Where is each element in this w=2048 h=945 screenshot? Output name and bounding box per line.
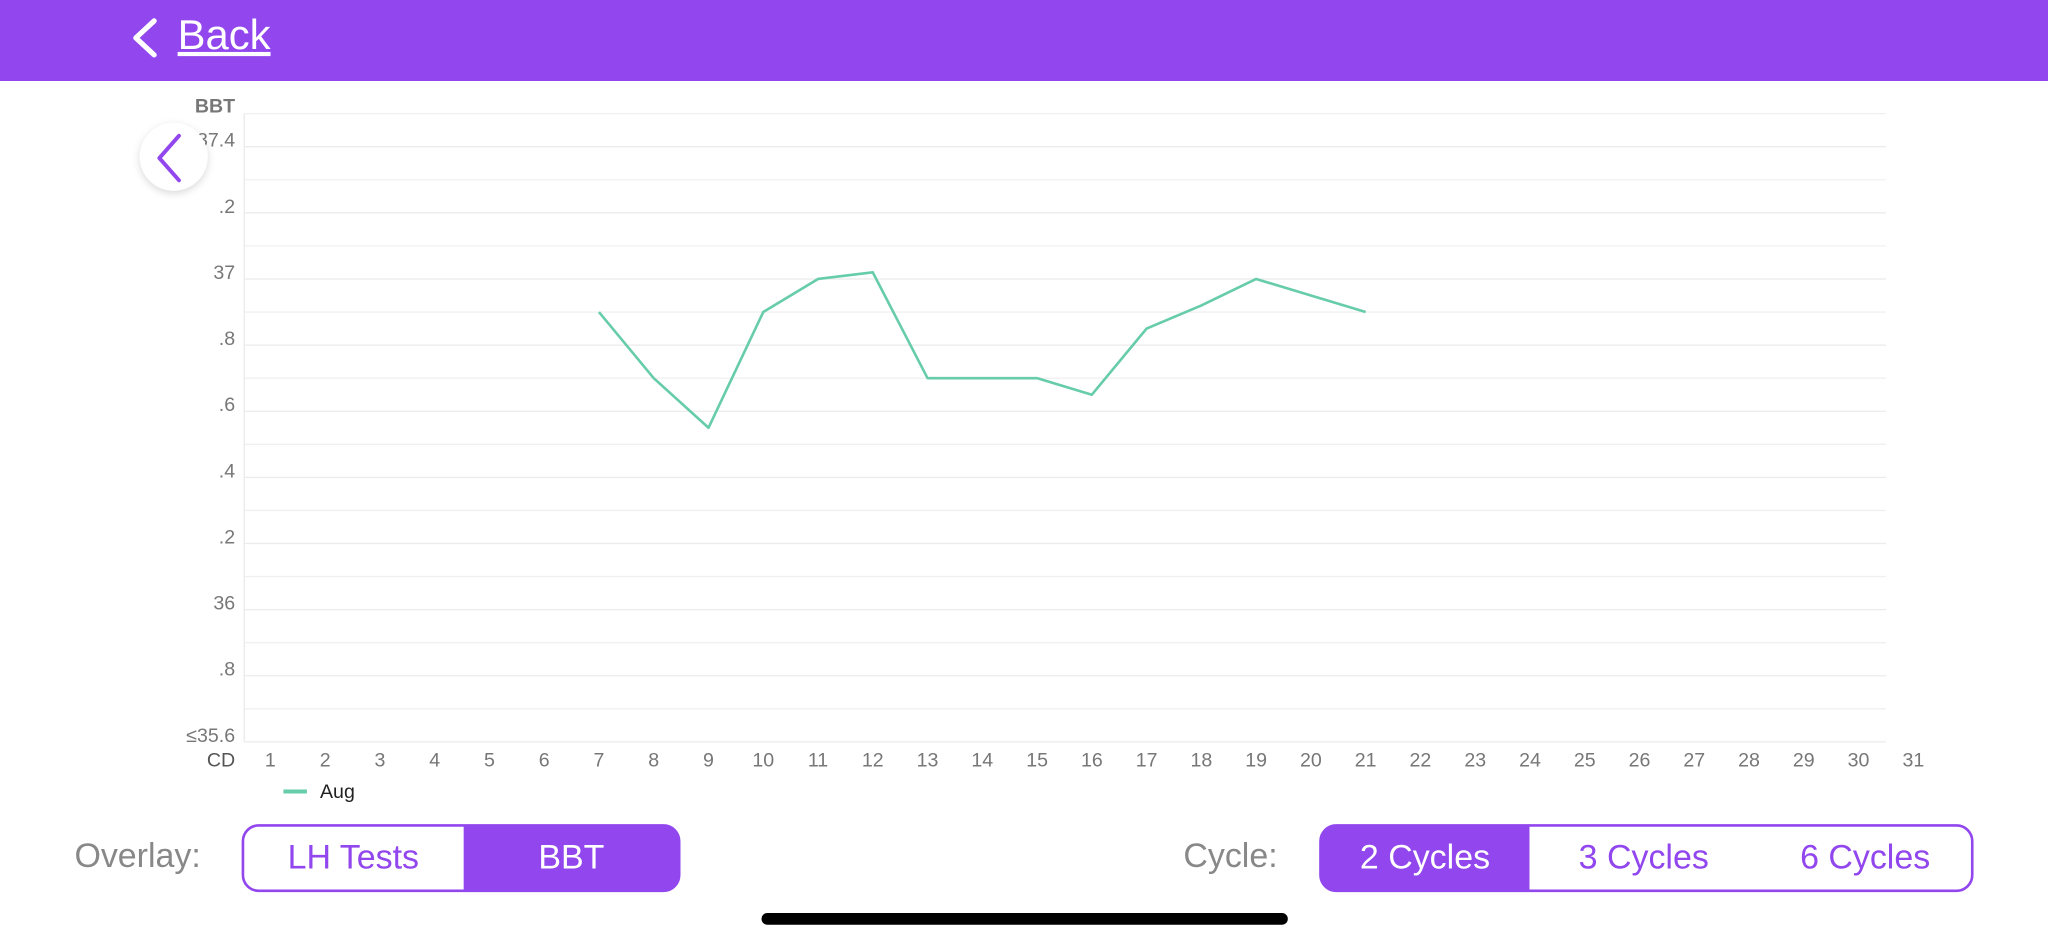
x-tick-label: 14 [971,750,993,772]
x-tick-label: 24 [1519,750,1541,772]
y-tick-label: .8 [219,659,235,681]
overlay-option[interactable]: LH Tests [288,838,419,876]
x-axis-label: CD [207,750,235,772]
segmented-controls: LH Tests BBT 2 Cycles 3 Cycles 6 Cycles [241,824,1974,893]
x-tick-label: 1 [265,750,276,772]
cycle-option[interactable]: 2 Cycles [1360,838,1490,876]
y-tick-label: .2 [219,526,235,548]
prev-cycle-button[interactable] [139,122,208,191]
x-tick-label: 29 [1793,750,1815,772]
cycle-option[interactable]: 6 Cycles [1800,838,1930,876]
x-tick-label: 4 [429,750,440,772]
back-chevron [133,18,157,58]
y-tick-label: 37 [213,262,235,284]
back-button[interactable]: Back [133,11,271,58]
home-indicator [761,912,1288,925]
x-tick-label: 12 [862,750,884,772]
x-tick-label: 2 [320,750,331,772]
y-tick-label: .8 [219,328,235,350]
x-tick-label: 20 [1300,750,1322,772]
back-label[interactable]: Back [178,11,271,58]
x-tick-label: 8 [648,750,659,772]
x-tick-label: 31 [1902,750,1924,772]
x-tick-label: 6 [539,750,550,772]
overlay-label: Overlay: [74,837,200,875]
x-tick-label: 30 [1848,750,1870,772]
overlay-option-selected-bg[interactable] [463,825,680,891]
series-line [597,271,1367,430]
prev-button-circle[interactable] [139,122,208,191]
x-tick-label: 3 [374,750,385,772]
x-tick-label: 7 [594,750,605,772]
legend-label: Aug [320,781,355,803]
x-tick-label: 23 [1464,750,1486,772]
x-tick-label: 10 [752,750,774,772]
y-tick-label: .6 [219,394,235,416]
cycle-option-selected-bg[interactable] [1320,825,1530,891]
header-bar [0,0,2048,81]
x-tick-label: 17 [1136,750,1158,772]
x-tick-label: 22 [1410,750,1432,772]
x-tick-label: 13 [917,750,939,772]
prev-chevron [157,133,181,183]
overlay-option[interactable]: BBT [538,838,604,876]
y-tick-label: .2 [219,196,235,218]
cycle-option[interactable]: 3 Cycles [1579,838,1709,876]
x-tick-label: 21 [1355,750,1377,772]
x-tick-label: 27 [1683,750,1705,772]
x-tick-label: 11 [808,750,828,772]
y-tick-label: 36 [213,593,235,615]
x-tick-label: 9 [703,750,714,772]
x-tick-label: 19 [1245,750,1267,772]
y-tick-label: 37.4 [197,130,235,152]
x-tick-label: 5 [484,750,495,772]
x-tick-label: 25 [1574,750,1596,772]
x-tick-label: 15 [1026,750,1048,772]
x-tick-label: 18 [1190,750,1212,772]
y-tick-label: .4 [219,460,235,482]
cycle-label: Cycle: [1183,837,1277,875]
x-tick-label: 28 [1738,750,1760,772]
y-tick-label: ≤35.6 [186,725,235,747]
y-axis-label: BBT [195,95,235,117]
x-tick-label: 16 [1081,750,1103,772]
x-tick-label: 26 [1629,750,1651,772]
